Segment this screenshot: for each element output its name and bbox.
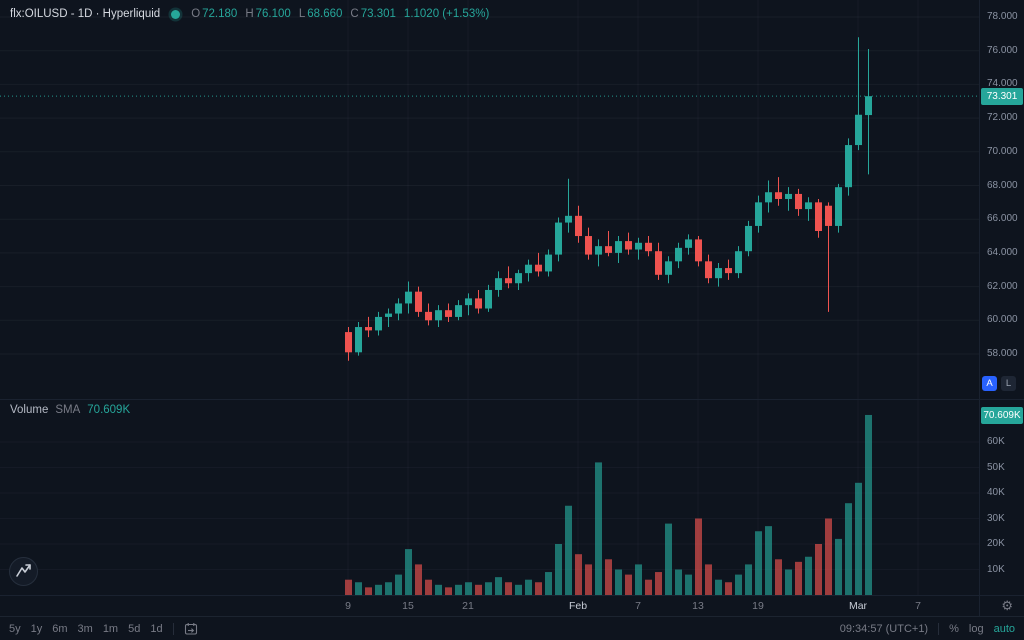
pane-divider[interactable] — [0, 399, 1024, 400]
volume-sma-label: SMA — [55, 404, 81, 416]
volume-axis-label: 20K — [987, 538, 1005, 549]
price-axis-label: 72.000 — [987, 112, 1018, 124]
high-value: 76.100 — [255, 8, 291, 20]
log-scale-button[interactable]: log — [968, 622, 984, 635]
volume-axis-label: 60K — [987, 436, 1005, 447]
price-axis-label: 70.000 — [987, 145, 1018, 157]
volume-axis-label: 50K — [987, 461, 1005, 473]
close-value-group: C 73.301 — [350, 8, 396, 20]
toolbar-divider — [172, 622, 174, 635]
range-buttons: 5y 1y 6m 3m 1m 5d 1d — [9, 622, 198, 636]
range-button-5y[interactable]: 5y — [9, 622, 21, 635]
price-axis-label: 68.000 — [987, 179, 1018, 191]
price-axis-label: 66.000 — [987, 213, 1018, 225]
range-button-6m[interactable]: 6m — [52, 622, 68, 635]
percent-scale-button[interactable]: % — [949, 622, 959, 635]
bottom-toolbar: 5y 1y 6m 3m 1m 5d 1d 09:34:57 (UTC+1) % — [0, 616, 1024, 640]
volume-axis-label: 30K — [987, 512, 1005, 524]
time-axis-label: 13 — [692, 600, 704, 612]
range-button-1d[interactable]: 1d — [150, 622, 163, 635]
volume-legend: Volume SMA 70.609K — [10, 404, 130, 416]
time-axis-label: 7 — [915, 600, 921, 612]
volume-pane-canvas[interactable] — [0, 400, 1024, 595]
open-value: 72.180 — [202, 8, 238, 20]
axis-divider — [979, 0, 980, 616]
time-axis-label: 15 — [402, 600, 414, 612]
close-label: C — [350, 8, 359, 20]
gear-icon[interactable]: ⚙ — [1001, 598, 1013, 613]
auto-scale-badge[interactable]: A — [982, 376, 997, 391]
time-axis-label: Feb — [568, 600, 588, 612]
toolbar-divider — [938, 622, 940, 635]
price-axis-label: 62.000 — [987, 280, 1018, 292]
go-to-date-icon[interactable] — [184, 622, 198, 636]
last-price-badge: 73.301 — [981, 87, 1023, 105]
volume-indicator-title[interactable]: Volume — [10, 404, 49, 416]
tradingview-logo[interactable] — [9, 557, 38, 586]
volume-axis[interactable]: 60K 50K 40K 30K 20K 10K — [980, 400, 1024, 595]
high-label: H — [245, 8, 254, 20]
axis-mode-badges: A L — [982, 376, 1016, 391]
high-value-group: H 76.100 — [245, 8, 291, 20]
price-axis-label: 74.000 — [987, 78, 1018, 90]
open-label: O — [191, 8, 201, 20]
volume-axis-label: 40K — [987, 487, 1005, 498]
symbol-title[interactable]: flx:OILUSD - 1D · Hyperliquid — [10, 8, 161, 20]
scale-controls: 09:34:57 (UTC+1) % log auto — [839, 622, 1015, 635]
time-axis-label: 19 — [752, 600, 764, 612]
time-axis-label: 7 — [635, 600, 641, 612]
price-axis-label: 78.000 — [987, 11, 1018, 22]
log-scale-badge[interactable]: L — [1001, 376, 1016, 391]
time-axis-label: 9 — [345, 600, 351, 612]
time-axis-label: 21 — [462, 600, 474, 612]
clock-utc[interactable]: 09:34:57 (UTC+1) — [839, 622, 929, 635]
low-label: L — [298, 8, 306, 20]
range-button-3m[interactable]: 3m — [77, 622, 93, 635]
price-axis-label: 76.000 — [987, 44, 1018, 56]
low-value-group: L 68.660 — [299, 8, 343, 20]
price-axis[interactable]: 78.000 76.000 74.000 72.000 70.000 68.000 66.0… — [980, 0, 1024, 400]
volume-current-value: 70.609K — [87, 404, 131, 416]
volume-axis-label: 10K — [987, 563, 1005, 575]
price-axis-label: 60.000 — [987, 314, 1018, 326]
time-axis-label: Mar — [848, 600, 868, 612]
close-value: 73.301 — [360, 8, 396, 20]
change-value: 1.1020 (+1.53%) — [403, 8, 490, 20]
price-axis-label: 64.000 — [987, 246, 1018, 258]
current-volume-badge: 70.609K — [981, 407, 1023, 424]
tradingview-logo-glyph — [15, 563, 31, 577]
range-button-1m[interactable]: 1m — [102, 622, 119, 635]
open-value-group: O 72.180 — [191, 8, 237, 20]
price-pane-canvas[interactable] — [0, 0, 1024, 400]
range-button-1y[interactable]: 1y — [30, 622, 43, 635]
low-value: 68.660 — [307, 8, 343, 20]
market-status-icon[interactable] — [171, 9, 181, 19]
range-button-5d[interactable]: 5d — [128, 622, 141, 635]
price-axis-label: 58.000 — [987, 348, 1018, 359]
time-axis[interactable]: ⚙ 9 15 21 Feb 7 13 19 Mar 7 — [0, 595, 1024, 616]
auto-scale-button[interactable]: auto — [993, 622, 1015, 635]
